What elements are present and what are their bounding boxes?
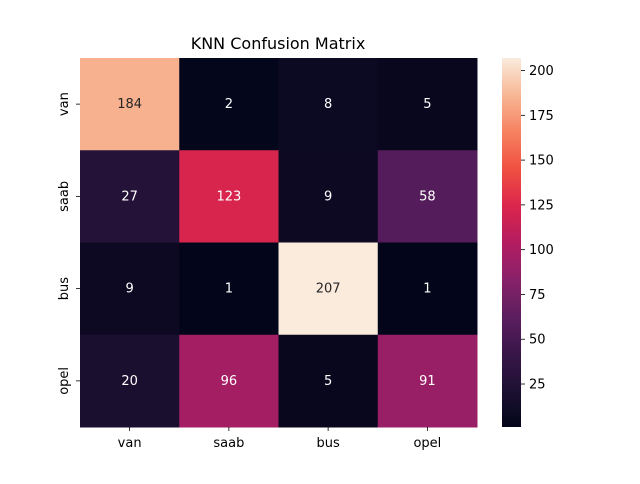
cell-value-label: 96 — [221, 374, 238, 389]
heatmap-cell — [377, 242, 478, 336]
cell-value-label: 9 — [324, 189, 332, 204]
cell-value-label: 27 — [121, 189, 138, 204]
cell-value-label: 1 — [225, 282, 233, 297]
heatmap-cell — [179, 150, 279, 243]
heatmap-cell — [80, 242, 180, 336]
x-tick-label: opel — [413, 436, 441, 451]
colorbar-tick-label: 150 — [529, 154, 554, 169]
y-axis: van saab bus opel — [57, 92, 80, 395]
heatmap-cell — [278, 150, 379, 243]
y-tick-label: bus — [57, 277, 72, 300]
cell-value-label: 9 — [125, 282, 133, 297]
colorbar: 25 50 75 100 125 150 175 200 — [502, 58, 554, 427]
cell-value-label: 2 — [225, 97, 233, 112]
x-axis: van saab bus opel — [118, 427, 441, 451]
heatmap-cell — [80, 150, 180, 243]
heatmap-cell — [278, 242, 379, 336]
colorbar-tick-label: 200 — [529, 64, 554, 79]
heatmap-cell — [179, 242, 279, 336]
chart-title: KNN Confusion Matrix — [191, 34, 366, 53]
heatmap-cell — [278, 334, 379, 428]
heatmap-cell — [80, 58, 180, 151]
colorbar-gradient — [502, 58, 521, 427]
x-tick-label: saab — [213, 436, 244, 451]
cell-value-label: 207 — [316, 282, 341, 297]
x-tick-label: bus — [316, 436, 339, 451]
cell-value-label: 91 — [419, 374, 436, 389]
y-tick-label: van — [57, 92, 72, 116]
heatmap-cell — [377, 58, 478, 151]
cell-value-label: 58 — [419, 189, 436, 204]
colorbar-tick-label: 175 — [529, 109, 554, 124]
cell-value-label: 5 — [324, 374, 332, 389]
cell-value-label: 1 — [423, 282, 431, 297]
y-tick-label: saab — [57, 181, 72, 212]
heatmap-cell — [377, 334, 478, 428]
colorbar-tick-label: 100 — [529, 243, 554, 258]
heatmap-cell — [80, 334, 180, 428]
colorbar-tick-label: 50 — [529, 333, 546, 348]
heatmap-cell — [179, 58, 279, 151]
heatmap-cell — [179, 334, 279, 428]
y-tick-label: opel — [57, 367, 72, 395]
heatmap-cell — [377, 150, 478, 243]
cell-value-label: 123 — [216, 189, 241, 204]
colorbar-tick-label: 25 — [529, 378, 546, 393]
cell-value-label: 184 — [117, 97, 142, 112]
heatmap-cell — [278, 58, 379, 151]
colorbar-tick-label: 125 — [529, 198, 554, 213]
cell-value-label: 20 — [121, 374, 138, 389]
x-tick-label: van — [118, 436, 142, 451]
heatmap-cells: 184 2 8 527 123 9 589 1 207 120 96 5 91 — [80, 58, 478, 428]
cell-value-label: 8 — [324, 97, 332, 112]
colorbar-tick-label: 75 — [529, 288, 546, 303]
cell-value-label: 5 — [423, 97, 431, 112]
